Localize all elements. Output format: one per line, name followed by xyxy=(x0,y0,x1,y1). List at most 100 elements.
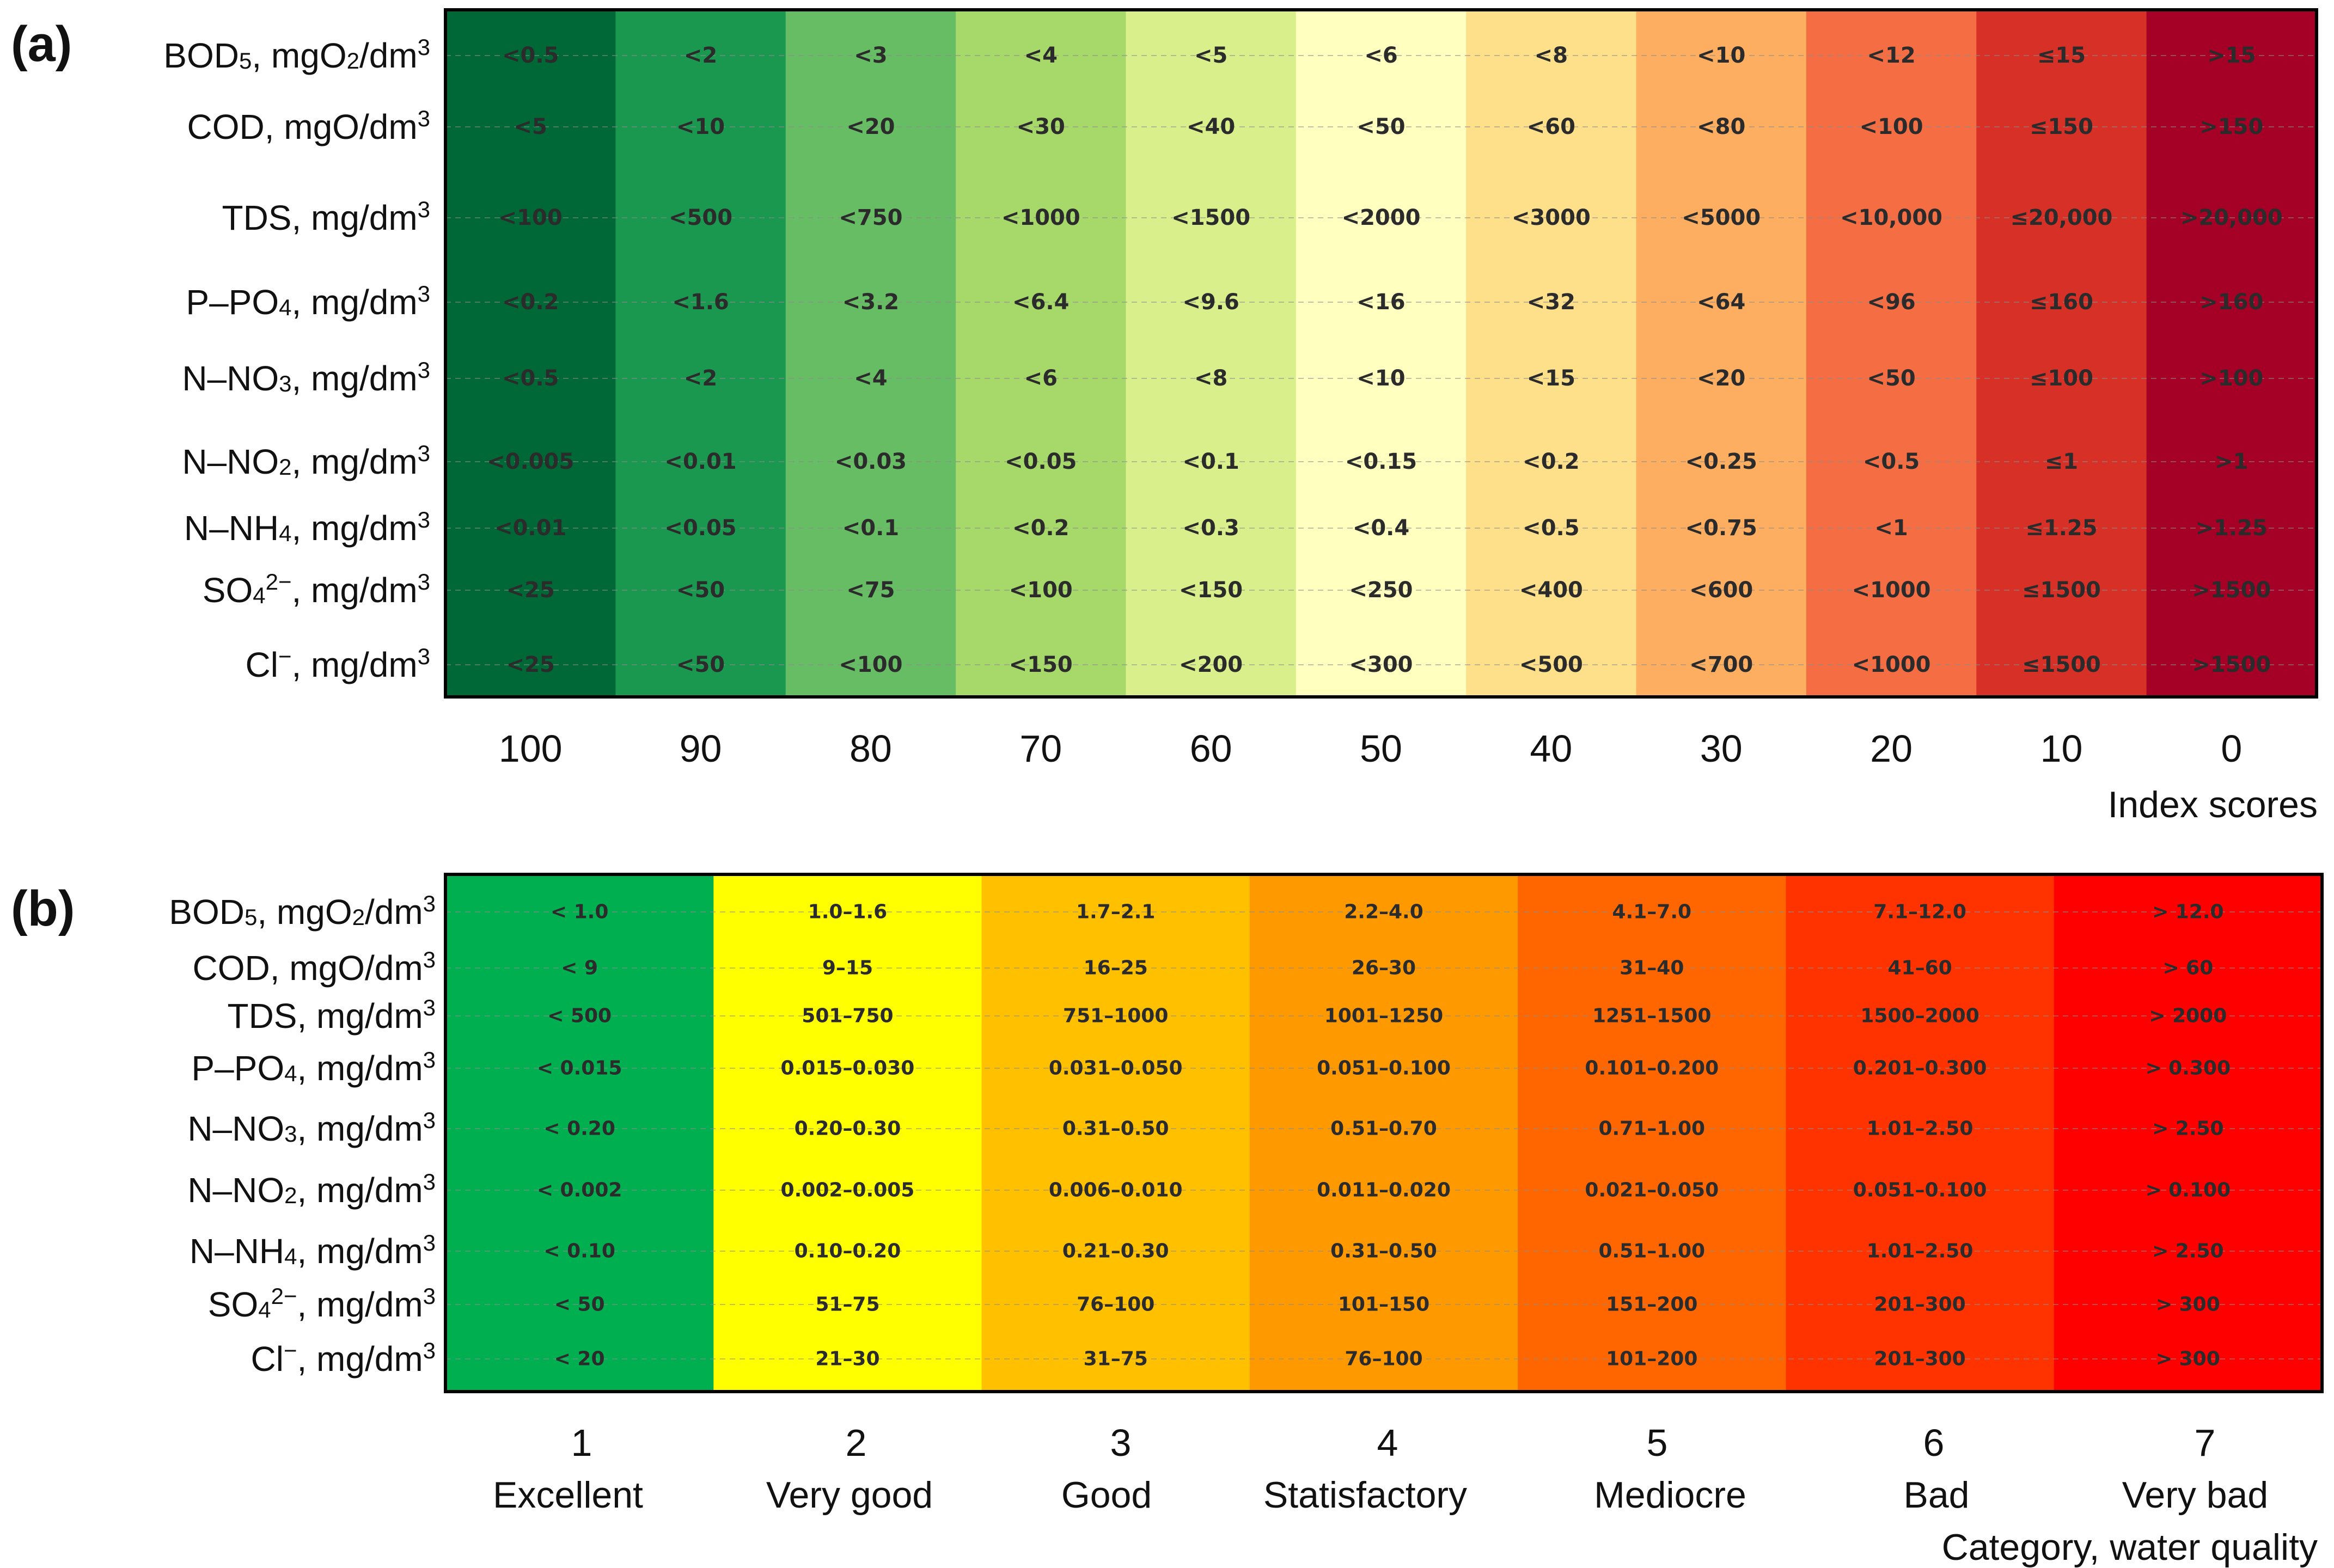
cell-value: <0.3 xyxy=(1182,516,1239,541)
cell-value: 1500–2000 xyxy=(1860,1005,1979,1027)
column-tick-label: 10 xyxy=(2040,727,2083,770)
cell-value: <150 xyxy=(1179,578,1243,603)
cell-value: <2 xyxy=(684,366,717,391)
category-name: Statisfactory xyxy=(1263,1474,1467,1516)
cell-value: < 1.0 xyxy=(551,901,608,923)
cell-value: 0.20–0.30 xyxy=(795,1118,901,1140)
row-label: N–NO2, mg/dm3 xyxy=(187,1169,436,1210)
cell-value: <32 xyxy=(1527,290,1575,315)
row-label: BOD5, mgO2/dm3 xyxy=(163,34,430,75)
cell-value: ≤1500 xyxy=(2022,652,2101,677)
category-name: Excellent xyxy=(493,1474,643,1516)
cell-value: <6 xyxy=(1024,366,1058,391)
row-label: N–NO3, mg/dm3 xyxy=(182,357,430,398)
cell-value: 101–150 xyxy=(1338,1294,1429,1316)
cell-value: <0.4 xyxy=(1353,516,1409,541)
column-tick-label: 6 xyxy=(1923,1422,1945,1464)
cell-value: 0.10–0.20 xyxy=(795,1240,901,1263)
column-tick-label: 40 xyxy=(1530,727,1572,770)
cell-value: 51–75 xyxy=(815,1294,879,1316)
row-label: N–NH4, mg/dm3 xyxy=(184,507,430,548)
cell-value: 0.015–0.030 xyxy=(781,1057,915,1080)
row-label: COD, mgO/dm3 xyxy=(187,106,430,146)
cell-value: <0.05 xyxy=(1005,449,1077,474)
color-band xyxy=(981,874,1250,1392)
cell-value: 0.51–1.00 xyxy=(1598,1240,1705,1263)
cell-value: <60 xyxy=(1527,114,1575,139)
cell-value: <1500 xyxy=(1171,205,1250,230)
cell-value: <1000 xyxy=(1001,205,1080,230)
cell-value: ≤100 xyxy=(2030,366,2093,391)
cell-value: >160 xyxy=(2199,290,2263,315)
cell-value: >1.25 xyxy=(2196,516,2268,541)
cell-value: <30 xyxy=(1017,114,1065,139)
cell-value: <8 xyxy=(1535,43,1568,68)
cell-value: <0.05 xyxy=(664,516,736,541)
cell-value: 501–750 xyxy=(802,1005,893,1027)
cell-value: 41–60 xyxy=(1887,957,1952,979)
cell-value: <0.75 xyxy=(1685,516,1757,541)
cell-value: <6.4 xyxy=(1012,290,1069,315)
column-tick-label: 80 xyxy=(850,727,892,770)
cell-value: <0.2 xyxy=(1012,516,1069,541)
cell-value: <50 xyxy=(676,578,725,603)
cell-value: < 50 xyxy=(554,1294,605,1316)
cell-value: 1251–1500 xyxy=(1592,1005,1711,1027)
category-name: Good xyxy=(1061,1474,1152,1516)
x-axis-title: Index scores xyxy=(2107,784,2318,825)
cell-value: <64 xyxy=(1697,290,1745,315)
color-band xyxy=(2146,10,2317,697)
column-tick-label: 90 xyxy=(680,727,722,770)
cell-value: <50 xyxy=(676,652,725,677)
color-band xyxy=(1786,874,2055,1392)
cell-value: 1.7–2.1 xyxy=(1076,901,1156,923)
plot-frame xyxy=(444,8,2318,699)
cell-value: <6 xyxy=(1364,43,1397,68)
column-tick-label: 1 xyxy=(571,1422,592,1464)
cell-value: 0.21–0.30 xyxy=(1062,1240,1169,1263)
color-band xyxy=(1518,874,1787,1392)
cell-value: > 300 xyxy=(2156,1348,2220,1370)
cell-value: 0.51–0.70 xyxy=(1330,1118,1437,1140)
cell-value: ≤160 xyxy=(2030,290,2093,315)
cell-value: 201–300 xyxy=(1874,1348,1965,1370)
cell-value: <4 xyxy=(1024,43,1058,68)
cell-value: 31–75 xyxy=(1084,1348,1148,1370)
column-tick-label: 60 xyxy=(1190,727,1232,770)
panel-label: (a) xyxy=(11,16,72,72)
cell-value: ≤1.25 xyxy=(2025,516,2097,541)
cell-value: <96 xyxy=(1867,290,1915,315)
cell-value: < 0.20 xyxy=(543,1118,615,1140)
cell-value: 1.01–2.50 xyxy=(1867,1118,1973,1140)
color-band xyxy=(713,874,982,1392)
cell-value: <10 xyxy=(1697,43,1745,68)
panel-label: (b) xyxy=(11,881,75,936)
cell-value: >15 xyxy=(2207,43,2256,68)
cell-value: <10 xyxy=(676,114,725,139)
cell-value: 16–25 xyxy=(1084,957,1148,979)
cell-value: 2.2–4.0 xyxy=(1344,901,1423,923)
cell-value: <0.5 xyxy=(1523,516,1579,541)
cell-value: 751–1000 xyxy=(1063,1005,1168,1027)
cell-value: < 0.002 xyxy=(537,1179,622,1202)
cell-value: <3000 xyxy=(1512,205,1591,230)
cell-value: <0.03 xyxy=(835,449,907,474)
color-band xyxy=(445,10,616,697)
cell-value: <1000 xyxy=(1852,578,1931,603)
cell-value: >1 xyxy=(2215,449,2248,474)
column-tick-label: 7 xyxy=(2195,1422,2216,1464)
column-tick-label: 4 xyxy=(1377,1422,1398,1464)
cell-value: <0.5 xyxy=(1863,449,1920,474)
cell-value: <25 xyxy=(506,578,555,603)
row-label: N–NO3, mg/dm3 xyxy=(187,1107,436,1148)
cell-value: <5 xyxy=(1194,43,1227,68)
cell-value: <10,000 xyxy=(1840,205,1942,230)
category-name: Very good xyxy=(766,1474,933,1516)
cell-value: 21–30 xyxy=(815,1348,879,1370)
cell-value: 76–100 xyxy=(1345,1348,1422,1370)
cell-value: <0.005 xyxy=(487,449,574,474)
cell-value: < 500 xyxy=(547,1005,612,1027)
column-tick-label: 0 xyxy=(2221,727,2242,770)
column-tick-label: 2 xyxy=(846,1422,867,1464)
